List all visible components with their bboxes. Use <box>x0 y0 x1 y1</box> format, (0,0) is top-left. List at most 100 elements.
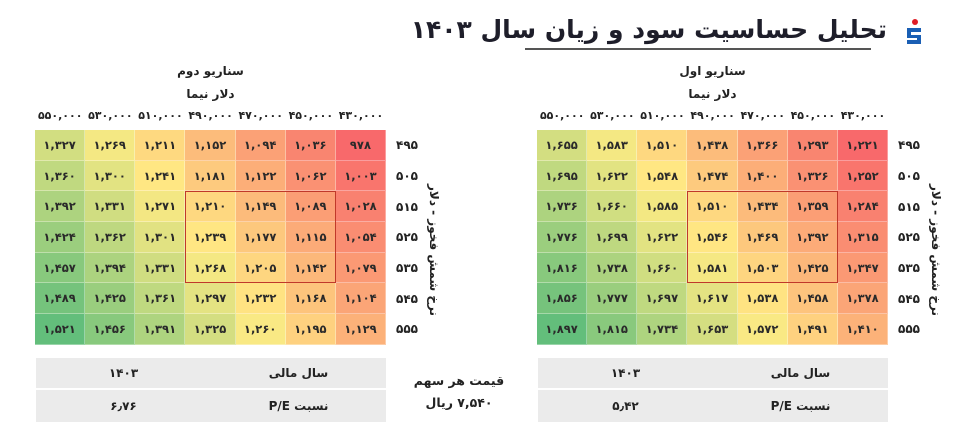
heatmap-cell: ۱,۸۹۷ <box>537 314 588 345</box>
info-value: ۱۴۰۳ <box>108 366 139 380</box>
row-label: ۵۳۵ <box>898 261 920 276</box>
sensitivity-heatmap: ۹۷۸ ۱,۰۳۶ ۱,۰۹۴ ۱,۱۵۲ ۱,۲۱۱ ۱,۲۶۹ ۱,۳۲۷ ۱,۰۰۳ ۱,… <box>35 130 386 345</box>
heatmap-cell: ۱,۱۴۹ <box>235 191 286 223</box>
share-price-label: قیمت هر سهم <box>413 373 505 388</box>
heatmap-cell: ۱,۳۴۷ <box>837 252 888 284</box>
title-underline <box>525 48 871 50</box>
heatmap-cell: ۱,۳۵۹ <box>787 191 838 223</box>
info-table: سال مالی ۱۴۰۳ نسبت P/E ۶٫۷۶ <box>36 358 386 422</box>
y-axis-title-text: نرخ شمش فخوز - دلار <box>929 183 943 317</box>
y-axis-title: نرخ شمش فخوز - دلار <box>926 175 946 325</box>
column-header: ۵۵۰,۰۰۰ <box>37 109 83 122</box>
heatmap-cell: ۱,۱۷۷ <box>235 222 286 253</box>
heatmap-cell: ۱,۲۸۴ <box>837 191 888 223</box>
column-header: ۴۳۰,۰۰۰ <box>840 109 886 122</box>
heatmap-cell: ۱,۳۹۱ <box>135 314 186 345</box>
heatmap-cell: ۱,۱۰۴ <box>335 283 386 315</box>
column-header: ۵۵۰,۰۰۰ <box>539 109 585 122</box>
heatmap-cell: ۱,۶۵۵ <box>537 130 588 161</box>
info-value: ۱۴۰۳ <box>610 366 641 380</box>
row-label: ۵۵۵ <box>396 322 418 337</box>
info-row-pe-ratio: نسبت P/E ۶٫۷۶ <box>36 390 386 422</box>
heatmap-cell: ۱,۲۶۰ <box>235 314 286 345</box>
heatmap-cell: ۱,۳۲۷ <box>35 130 86 161</box>
heatmap-cell: ۱,۵۱۰ <box>687 191 738 223</box>
heatmap-cell: ۱,۳۶۲ <box>85 222 136 253</box>
heatmap-cell: ۱,۳۱۵ <box>837 222 888 253</box>
info-row-fiscal-year: سال مالی ۱۴۰۳ <box>538 358 888 390</box>
heatmap-cell: ۱,۶۹۵ <box>537 160 588 192</box>
heatmap-cell: ۱,۳۰۰ <box>85 160 136 192</box>
info-label: نسبت P/E <box>770 399 831 413</box>
heatmap-cell: ۱,۳۲۶ <box>787 160 838 192</box>
heatmap-cell: ۱,۲۲۱ <box>837 130 888 161</box>
heatmap-cell: ۱,۴۷۴ <box>687 160 738 192</box>
column-header: ۴۷۰,۰۰۰ <box>740 109 785 122</box>
heatmap-cell: ۱,۱۲۹ <box>335 314 386 345</box>
column-header: ۵۱۰,۰۰۰ <box>640 109 685 122</box>
info-label: نسبت P/E <box>268 399 329 413</box>
heatmap-cell: ۱,۷۳۶ <box>537 191 588 223</box>
column-header: ۴۵۰,۰۰۰ <box>288 109 334 122</box>
heatmap-cell: ۱,۵۸۵ <box>637 191 688 223</box>
row-labels: ۴۹۵ ۵۰۵ ۵۱۵ ۵۲۵ ۵۳۵ ۵۴۵ ۵۵۵ <box>392 130 422 345</box>
heatmap-cell: ۱,۲۳۹ <box>185 222 236 253</box>
heatmap-cell: ۱,۴۲۵ <box>85 283 136 315</box>
heatmap-cell: ۱,۷۳۴ <box>637 314 688 345</box>
share-price-box: قیمت هر سهم ۷,۵۴۰ ریال <box>404 370 514 414</box>
heatmap-cell: ۱,۷۳۸ <box>587 252 638 284</box>
info-value: ۶٫۷۶ <box>110 399 137 413</box>
heatmap-cell: ۱,۲۴۱ <box>135 160 186 192</box>
heatmap-cell: ۱,۳۷۸ <box>837 283 888 315</box>
heatmap-cell: ۱,۳۶۶ <box>737 130 788 161</box>
heatmap-cell: ۱,۳۲۵ <box>185 314 236 345</box>
row-label: ۴۹۵ <box>898 138 920 153</box>
heatmap-cell: ۱,۶۹۹ <box>587 222 638 253</box>
heatmap-cell: ۱,۰۳۶ <box>285 130 336 161</box>
heatmap-cell: ۱,۲۶۸ <box>185 252 236 284</box>
row-label: ۵۴۵ <box>396 291 418 306</box>
heatmap-cell: ۱,۶۶۰ <box>637 252 688 284</box>
sensitivity-heatmap: ۱,۲۲۱ ۱,۲۹۳ ۱,۳۶۶ ۱,۴۳۸ ۱,۵۱۰ ۱,۵۸۳ ۱,۶۵۵ ۱,۲۵۲… <box>537 130 888 345</box>
heatmap-cell: ۱,۲۶۹ <box>85 130 136 161</box>
heatmap-cell: ۱,۲۱۰ <box>185 191 236 223</box>
heatmap-cell: ۱,۰۸۹ <box>285 191 336 223</box>
heatmap-cell: ۱,۴۵۷ <box>35 252 86 284</box>
row-label: ۵۲۵ <box>396 230 418 245</box>
heatmap-cell: ۱,۵۲۱ <box>35 314 86 345</box>
info-label: سال مالی <box>770 366 831 380</box>
heatmap-cell: ۱,۴۸۹ <box>35 283 86 315</box>
heatmap-cell: ۱,۴۶۹ <box>737 222 788 253</box>
y-axis-title: نرخ شمش فخوز - دلار <box>424 175 444 325</box>
row-label: ۵۱۵ <box>898 199 920 214</box>
column-header: ۵۳۰,۰۰۰ <box>590 109 635 122</box>
column-header: ۴۹۰,۰۰۰ <box>188 109 233 122</box>
x-axis-title: دلار نیما <box>186 87 235 101</box>
scenario-2-panel: سناریو دوم دلار نیما ۴۳۰,۰۰۰ ۴۵۰,۰۰۰ ۴۷۰,۰… <box>28 60 468 440</box>
column-header: ۴۵۰,۰۰۰ <box>790 109 836 122</box>
heatmap-cell: ۱,۳۹۲ <box>787 222 838 253</box>
heatmap-cell: ۱,۵۴۸ <box>637 160 688 192</box>
heatmap-cell: ۱,۳۹۴ <box>85 252 136 284</box>
column-header: ۴۳۰,۰۰۰ <box>338 109 384 122</box>
heatmap-cell: ۱,۳۳۱ <box>85 191 136 223</box>
heatmap-cell: ۱,۳۹۲ <box>35 191 86 223</box>
heatmap-cell: ۱,۳۶۰ <box>35 160 86 192</box>
heatmap-cell: ۱,۱۴۲ <box>285 252 336 284</box>
heatmap-cell: ۱,۶۲۲ <box>587 160 638 192</box>
info-label: سال مالی <box>268 366 329 380</box>
row-label: ۵۳۵ <box>396 261 418 276</box>
heatmap-cell: ۱,۰۲۸ <box>335 191 386 223</box>
heatmap-cell: ۱,۲۹۷ <box>185 283 236 315</box>
heatmap-cell: ۱,۱۶۸ <box>285 283 336 315</box>
heatmap-cell: ۱,۸۱۶ <box>537 252 588 284</box>
row-labels: ۴۹۵ ۵۰۵ ۵۱۵ ۵۲۵ ۵۳۵ ۵۴۵ ۵۵۵ <box>894 130 924 345</box>
heatmap-cell: ۱,۶۶۰ <box>587 191 638 223</box>
heatmap-cell: ۱,۲۱۱ <box>135 130 186 161</box>
heatmap-cell: ۱,۴۱۰ <box>837 314 888 345</box>
heatmap-cell: ۹۷۸ <box>335 130 386 161</box>
scenario-title: سناریو اول <box>679 64 746 78</box>
x-axis-title: دلار نیما <box>688 87 737 101</box>
heatmap-cell: ۱,۵۷۲ <box>737 314 788 345</box>
column-header: ۵۳۰,۰۰۰ <box>88 109 133 122</box>
